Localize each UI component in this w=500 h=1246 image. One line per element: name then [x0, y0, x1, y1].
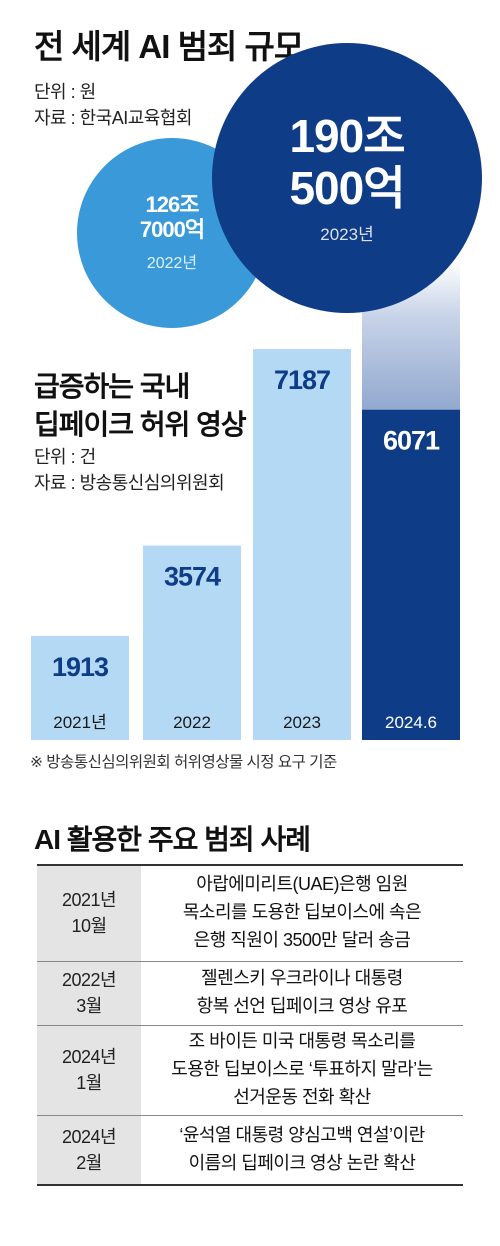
case-date-year: 2024년 — [61, 1126, 117, 1147]
bubble-2022-amount-line1: 126조 — [145, 192, 200, 218]
cases-title: AI 활용한 주요 범죄 사례 — [34, 824, 311, 855]
bar-category-label: 2024.6 — [385, 713, 437, 732]
case-date: 2024년 2월 — [37, 1114, 141, 1186]
bubble-2023-amount-line1: 190조 — [289, 109, 405, 162]
footnote: ※ 방송통신심의위원회 허위영상물 시정 요구 기준 — [30, 754, 337, 771]
unit-label-won: 단위 : 원 — [34, 82, 96, 102]
case-date-year: 2022년 — [61, 969, 117, 990]
case-date-month: 1월 — [76, 1073, 102, 1093]
case-date-month: 2월 — [76, 1152, 102, 1173]
bar-value-label: 7187 — [274, 365, 330, 395]
bar-category-label: 2023 — [283, 713, 321, 732]
deepfake-bar-chart: 1913 2021년 3574 2022 7187 2023 6071 2024.6 — [31, 349, 460, 740]
bubble-2023-amount-line2: 500억 — [289, 161, 405, 214]
chart-title-line2: 딥페이크 허위 영상 — [34, 408, 247, 440]
bubble-2022-amount-line2: 7000억 — [139, 217, 205, 242]
bar-category-label: 2021년 — [53, 713, 106, 732]
case-date: 2021년 10월 — [37, 864, 141, 961]
case-date-month: 3월 — [76, 996, 102, 1016]
page-title: 전 세계 AI 범죄 규모 — [34, 28, 304, 65]
bar-value-label: 3574 — [164, 562, 221, 592]
case-date-year: 2021년 — [61, 890, 117, 911]
case-date-year: 2024년 — [61, 1046, 117, 1067]
case-description-line: 조 바이든 미국 대통령 목소리를 — [188, 1031, 416, 1052]
bubble-2023-year: 2023년 — [320, 225, 374, 245]
chart-title-line1: 급증하는 국내 — [34, 371, 190, 402]
case-description-line: 목소리를 도용한 딥보이스에 속은 — [182, 902, 422, 923]
case-description-line: 이름의 딥페이크 영상 논란 확산 — [188, 1152, 416, 1173]
bubble-2023: 190조 500억 2023년 — [212, 43, 482, 313]
bar-2 — [253, 349, 351, 740]
case-date: 2024년 1월 — [37, 1024, 141, 1115]
unit-label-cases: 단위 : 건 — [34, 447, 96, 467]
case-date-month: 10월 — [71, 916, 107, 937]
case-description-line: 아랍에미리트(UAE)은행 임원 — [196, 874, 408, 895]
bar-0 — [31, 635, 129, 740]
bubble-2022-year: 2022년 — [146, 254, 198, 272]
case-description-line: 도용한 딥보이스로 ‘투표하지 말라’는 — [171, 1059, 433, 1080]
bar-value-label: 6071 — [383, 426, 440, 456]
case-description-line: 선거운동 전화 확산 — [233, 1086, 371, 1107]
source-label-kcsc: 자료 : 방송통신심의위원회 — [34, 473, 225, 493]
case-description-line: ‘윤석열 대통령 양심고백 연설’이란 — [179, 1124, 425, 1145]
bar-3 — [362, 409, 460, 740]
bar-category-label: 2022 — [173, 713, 211, 732]
case-description-line: 은행 직원이 3500만 달러 송금 — [193, 930, 411, 951]
case-description-line: 젤렌스키 우크라이나 대통령 — [201, 968, 403, 989]
bar-1 — [143, 545, 241, 740]
chart-title: 급증하는 국내 딥페이크 허위 영상 — [34, 368, 247, 444]
case-date: 2022년 3월 — [37, 960, 141, 1025]
case-description-line: 항복 선언 딥페이크 영상 유포 — [196, 996, 408, 1016]
bar-value-label: 1913 — [52, 652, 109, 682]
source-label-ai-association: 자료 : 한국AI교육협회 — [34, 108, 193, 128]
